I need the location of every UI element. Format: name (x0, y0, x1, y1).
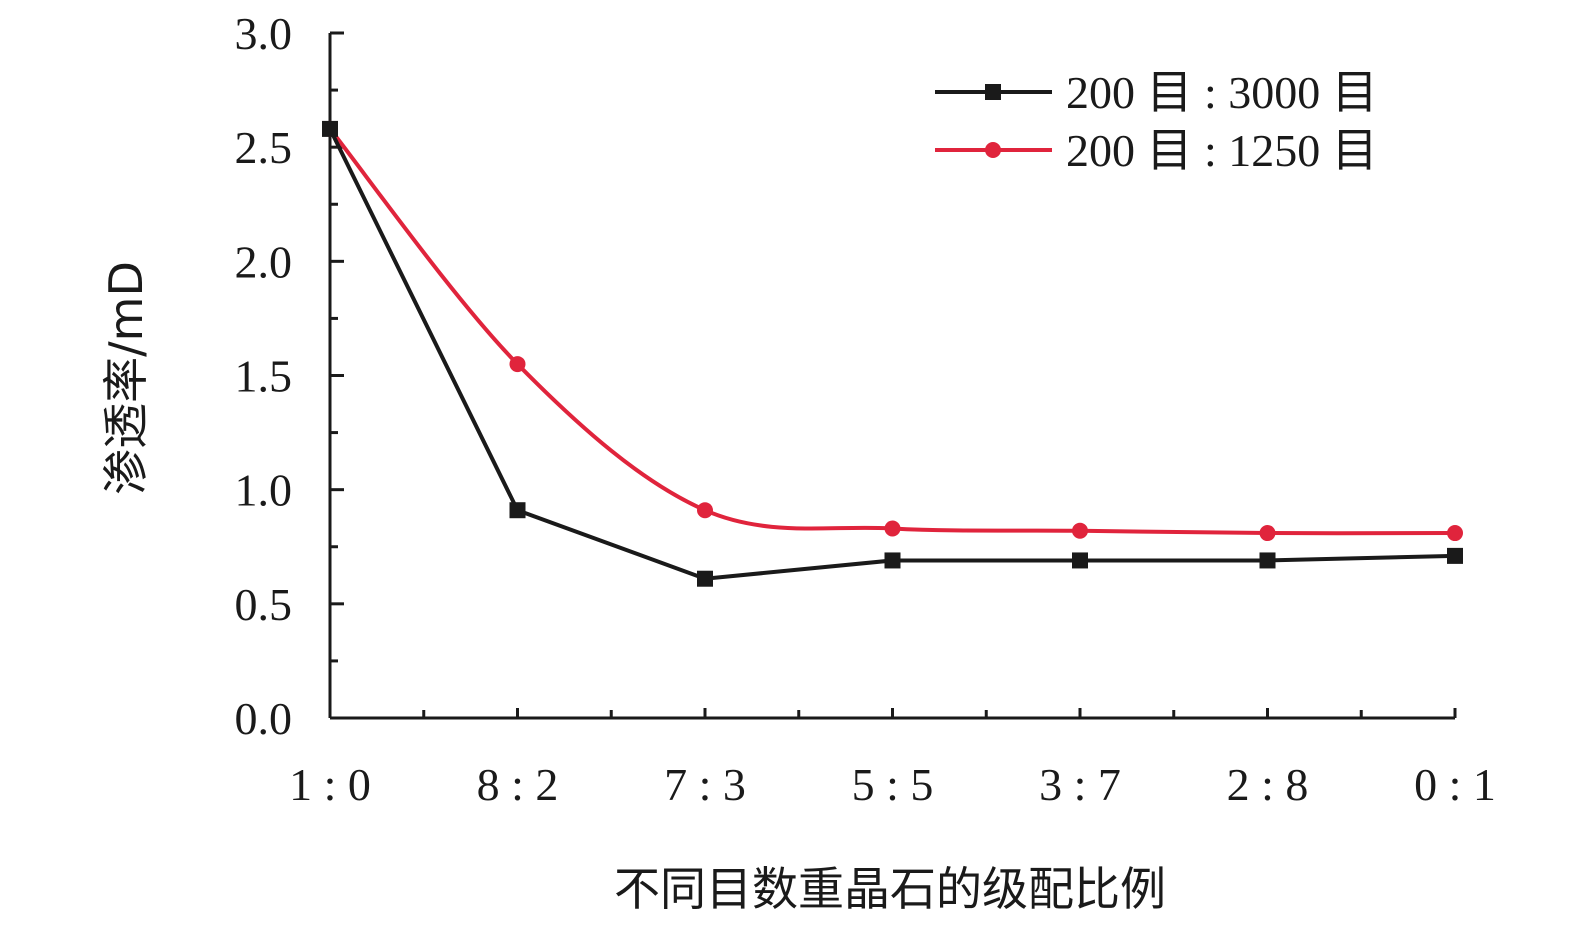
data-point (884, 552, 901, 569)
legend-item-2: 200 目 : 1250 目 (935, 125, 1378, 176)
series-layer (322, 120, 1463, 587)
data-point (322, 120, 338, 137)
x-tick-label: 2 : 8 (1227, 759, 1309, 810)
x-tick-label: 7 : 3 (664, 759, 746, 810)
legend-label: 200 目 : 3000 目 (1066, 67, 1378, 118)
y-axis-title: 渗透率/mD (99, 261, 153, 495)
series-2 (322, 120, 1463, 542)
x-axis-title: 不同目数重晶石的级配比例 (614, 862, 1166, 916)
y-tick-label: 1.0 (235, 465, 293, 516)
x-tick-label: 5 : 5 (852, 759, 934, 810)
y-tick-label: 2.0 (235, 236, 293, 287)
data-point (1072, 522, 1088, 539)
x-tick-label: 1 : 0 (289, 759, 371, 810)
legend-marker (985, 84, 1001, 100)
data-point (697, 570, 713, 587)
data-point (1072, 552, 1088, 569)
x-tick-label: 3 : 7 (1039, 759, 1121, 810)
legend-marker (985, 142, 1001, 158)
series-1 (322, 120, 1463, 587)
y-tick-label: 1.5 (235, 351, 293, 402)
ticks: 0.0 0.5 1.0 1.5 2.0 2.5 3.0 1 : 0 8 : 2 7 : 3 5 : … (235, 8, 1496, 810)
series-line (328, 128, 1456, 581)
y-tick-label: 0.0 (235, 693, 293, 744)
y-tick-label: 0.5 (235, 579, 293, 630)
data-point (884, 520, 901, 537)
legend-label: 200 目 : 1250 目 (1066, 125, 1378, 176)
x-tick-label: 8 : 2 (477, 759, 559, 810)
x-tick-label: 0 : 1 (1414, 759, 1496, 810)
legend-item-1: 200 目 : 3000 目 (935, 67, 1378, 118)
y-tick-label: 2.5 (235, 122, 293, 173)
data-point (1447, 525, 1463, 542)
data-point (509, 502, 526, 519)
data-point (1447, 547, 1463, 564)
legend: 200 目 : 3000 目 200 目 : 1250 目 (935, 67, 1378, 176)
y-tick-label: 3.0 (235, 8, 293, 59)
data-point (697, 502, 713, 519)
data-point (509, 356, 526, 373)
data-point (1259, 525, 1276, 542)
data-point (1259, 552, 1276, 569)
